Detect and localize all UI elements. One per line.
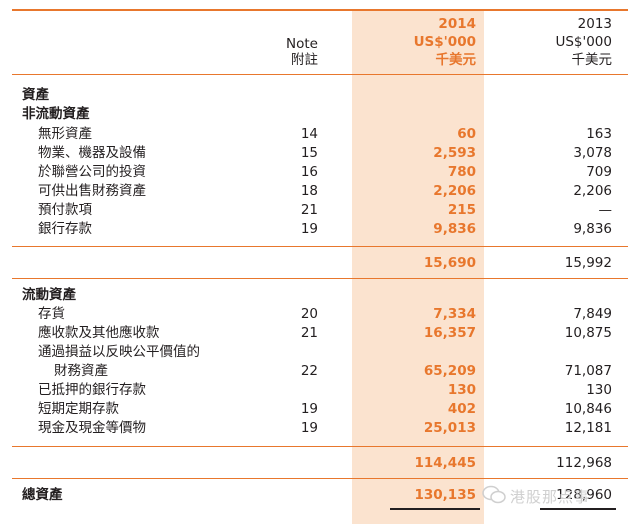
unit-zh-2013-header: 千美元 bbox=[571, 52, 613, 68]
row-value-2013: 10,846 bbox=[564, 401, 612, 417]
row-value-2014: 16,357 bbox=[423, 325, 476, 341]
current-assets-title: 流動資產 bbox=[22, 287, 76, 303]
note-header: Note bbox=[286, 36, 318, 52]
watermark-text: 港股那点事 bbox=[510, 488, 591, 506]
row-note: 21 bbox=[300, 325, 318, 341]
row-value-2014: 780 bbox=[447, 164, 476, 180]
subtotal-rule bbox=[12, 246, 628, 247]
total-assets-2014: 130,135 bbox=[414, 487, 477, 503]
row-value-2014: 25,013 bbox=[423, 420, 476, 436]
current-total-2013: 112,968 bbox=[556, 455, 612, 471]
row-value-2013: 163 bbox=[586, 126, 612, 142]
row-label: 無形資產 bbox=[38, 126, 92, 142]
row-note: 19 bbox=[300, 401, 318, 417]
row-label: 預付款項 bbox=[38, 202, 92, 218]
row-label: 現金及現金等價物 bbox=[38, 420, 146, 436]
row-value-2013: — bbox=[598, 202, 613, 218]
row-value-2014: 65,209 bbox=[423, 363, 476, 379]
noncurrent-assets-title: 非流動資產 bbox=[22, 106, 90, 122]
row-note: 15 bbox=[300, 145, 318, 161]
year-2014-header: 2014 bbox=[438, 16, 476, 32]
row-value-2014: 215 bbox=[447, 202, 476, 218]
row-value-2013: 7,849 bbox=[573, 306, 612, 322]
year-2013-header: 2013 bbox=[577, 16, 612, 32]
row-value-2014: 402 bbox=[447, 401, 476, 417]
unit-zh-2014-header: 千美元 bbox=[435, 52, 477, 68]
row-value-2014: 2,593 bbox=[433, 145, 476, 161]
row-value-2014: 7,334 bbox=[433, 306, 476, 322]
subtotal-rule bbox=[12, 446, 628, 447]
row-label: 可供出售財務資產 bbox=[38, 183, 146, 199]
section-rule bbox=[12, 278, 628, 279]
header-rule bbox=[12, 74, 628, 75]
noncurrent-total-2013: 15,992 bbox=[564, 255, 612, 271]
year-2014-highlight-column bbox=[352, 10, 484, 524]
row-value-2014: 60 bbox=[457, 126, 476, 142]
row-value-2014: 130 bbox=[447, 382, 476, 398]
row-value-2013: 2,206 bbox=[573, 183, 612, 199]
row-note: 14 bbox=[300, 126, 318, 142]
row-label: 短期定期存款 bbox=[38, 401, 119, 417]
unit-2014-header: US$'000 bbox=[413, 34, 476, 50]
row-note: 19 bbox=[300, 221, 318, 237]
row-note: 20 bbox=[300, 306, 318, 322]
row-value-2013: 71,087 bbox=[564, 363, 612, 379]
row-label: 通過損益以反映公平價值的 bbox=[38, 344, 200, 360]
row-value-2014: 9,836 bbox=[433, 221, 476, 237]
note-header-zh: 附註 bbox=[291, 52, 318, 68]
row-value-2013: 709 bbox=[586, 164, 612, 180]
row-value-2013: 130 bbox=[586, 382, 612, 398]
row-label: 物業、機器及設備 bbox=[38, 145, 146, 161]
total-assets-2013: 128,960 bbox=[556, 487, 612, 503]
unit-2013-header: US$'000 bbox=[555, 34, 612, 50]
total-underline-2013 bbox=[540, 508, 616, 510]
assets-title: 資產 bbox=[22, 87, 49, 103]
row-label: 應收款及其他應收款 bbox=[38, 325, 160, 341]
row-value-2014: 2,206 bbox=[433, 183, 476, 199]
section-rule bbox=[12, 478, 628, 479]
total-underline-2014 bbox=[390, 508, 480, 510]
row-note: 16 bbox=[300, 164, 318, 180]
current-total-2014: 114,445 bbox=[414, 455, 477, 471]
row-note: 18 bbox=[300, 183, 318, 199]
row-note: 19 bbox=[300, 420, 318, 436]
row-value-2013: 3,078 bbox=[573, 145, 612, 161]
top-rule bbox=[12, 9, 628, 11]
row-value-2013: 9,836 bbox=[573, 221, 612, 237]
row-label: 已抵押的銀行存款 bbox=[38, 382, 146, 398]
row-value-2013: 10,875 bbox=[564, 325, 612, 341]
chat-bubble-icon bbox=[482, 485, 506, 504]
row-label: 銀行存款 bbox=[38, 221, 92, 237]
row-label: 財務資產 bbox=[54, 363, 108, 379]
row-label: 於聯營公司的投資 bbox=[38, 164, 146, 180]
noncurrent-total-2014: 15,690 bbox=[423, 255, 476, 271]
row-value-2013: 12,181 bbox=[564, 420, 612, 436]
row-note: 21 bbox=[300, 202, 318, 218]
row-note: 22 bbox=[300, 363, 318, 379]
total-assets-label: 總資產 bbox=[22, 487, 63, 503]
row-label: 存貨 bbox=[38, 306, 65, 322]
